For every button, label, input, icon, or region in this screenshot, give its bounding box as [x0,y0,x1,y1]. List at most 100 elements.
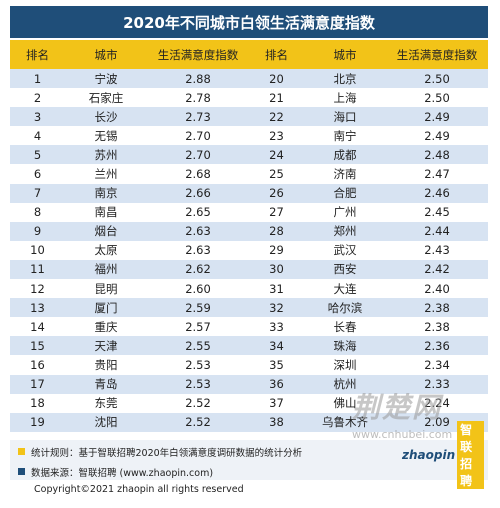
city-cell: 天津 [65,336,147,356]
table-row: 3 长沙 2.73 22 海口 2.49 [10,107,488,127]
index-cell: 2.44 [386,221,488,241]
table-row: 8 南昌 2.65 27 广州 2.45 [10,202,488,222]
rank-cell: 25 [249,164,304,184]
rank-cell: 18 [10,393,65,413]
index-cell: 2.49 [386,107,488,127]
rank-cell: 2 [10,88,65,108]
index-cell: 2.48 [386,145,488,165]
page-title: 2020年不同城市白领生活满意度指数 [10,6,488,38]
rank-cell: 14 [10,317,65,337]
rank-cell: 31 [249,279,304,299]
rank-cell: 9 [10,221,65,241]
rank-cell: 7 [10,183,65,203]
index-cell: 2.78 [147,88,249,108]
ranking-table: 排名 城市 生活满意度指数 排名 城市 生活满意度指数 1 宁波 2.88 20 北京 2… [10,40,488,432]
rank-cell: 1 [10,69,65,89]
index-cell: 2.52 [147,412,249,432]
table-row: 5 苏州 2.70 24 成都 2.48 [10,145,488,165]
city-cell: 佛山 [304,393,386,413]
city-cell: 无锡 [65,126,147,146]
index-cell: 2.46 [386,183,488,203]
city-cell: 济南 [304,164,386,184]
city-cell: 东莞 [65,393,147,413]
rank-cell: 4 [10,126,65,146]
column-header-city: 城市 [304,40,386,69]
index-cell: 2.50 [386,69,488,89]
index-cell: 2.50 [386,88,488,108]
city-cell: 宁波 [65,69,147,89]
column-header-city: 城市 [65,40,147,69]
table-row: 14 重庆 2.57 33 长春 2.38 [10,317,488,337]
rank-cell: 32 [249,298,304,318]
table-row: 10 太原 2.63 29 武汉 2.43 [10,240,488,260]
city-cell: 成都 [304,145,386,165]
brand-logo: zhaopin 智联招聘 [402,421,484,489]
note-source-text: 数据来源：智联招聘 (www.zhaopin.com) [31,467,214,479]
index-cell: 2.62 [147,259,249,280]
index-cell: 2.42 [386,259,488,280]
note-rule: 统计规则：基于智联招聘2020年白领满意度调研数据的统计分析 [10,443,488,460]
column-header-index: 生活满意度指数 [386,40,488,69]
rank-cell: 33 [249,317,304,337]
table-row: 7 南京 2.66 26 合肥 2.46 [10,183,488,203]
index-cell: 2.65 [147,202,249,222]
table-row: 6 兰州 2.68 25 济南 2.47 [10,164,488,184]
rank-cell: 13 [10,298,65,318]
index-cell: 2.45 [386,202,488,222]
rank-cell: 19 [10,412,65,432]
city-cell: 南宁 [304,126,386,146]
city-cell: 长春 [304,317,386,337]
rank-cell: 5 [10,145,65,165]
city-cell: 石家庄 [65,88,147,108]
index-cell: 2.55 [147,336,249,356]
index-cell: 2.60 [147,279,249,299]
brand-logo-text: zhaopin [402,448,456,462]
index-cell: 2.53 [147,374,249,394]
table-row: 15 天津 2.55 34 珠海 2.36 [10,336,488,356]
city-cell: 太原 [65,240,147,260]
city-cell: 青岛 [65,374,147,394]
rank-cell: 34 [249,336,304,356]
index-cell: 2.68 [147,164,249,184]
blue-square-icon [18,468,25,475]
brand-logo-chip: 智联招聘 [457,421,484,489]
index-cell: 2.24 [386,393,488,413]
rank-cell: 35 [249,355,304,375]
city-cell: 上海 [304,88,386,108]
rank-cell: 8 [10,202,65,222]
table-row: 12 昆明 2.60 31 大连 2.40 [10,279,488,299]
rank-cell: 3 [10,107,65,127]
city-cell: 贵阳 [65,355,147,375]
index-cell: 2.53 [147,355,249,375]
column-header-rank: 排名 [249,40,304,69]
city-cell: 厦门 [65,298,147,318]
index-cell: 2.36 [386,336,488,356]
column-header-rank: 排名 [10,40,65,69]
notes-panel: 统计规则：基于智联招聘2020年白领满意度调研数据的统计分析 数据来源：智联招聘… [10,440,488,480]
city-cell: 杭州 [304,374,386,394]
city-cell: 合肥 [304,183,386,203]
rank-cell: 20 [249,69,304,89]
rank-cell: 16 [10,355,65,375]
column-header-index: 生活满意度指数 [147,40,249,69]
rank-cell: 10 [10,240,65,260]
index-cell: 2.59 [147,298,249,318]
city-cell: 南京 [65,183,147,203]
city-cell: 烟台 [65,221,147,241]
city-cell: 北京 [304,69,386,89]
index-cell: 2.38 [386,298,488,318]
city-cell: 乌鲁木齐 [304,412,386,432]
rank-cell: 6 [10,164,65,184]
rank-cell: 37 [249,393,304,413]
rank-cell: 17 [10,374,65,394]
note-source: 数据来源：智联招聘 (www.zhaopin.com) [10,463,488,480]
index-cell: 2.47 [386,164,488,184]
city-cell: 广州 [304,202,386,222]
index-cell: 2.70 [147,126,249,146]
table-row: 4 无锡 2.70 23 南宁 2.49 [10,126,488,146]
city-cell: 重庆 [65,317,147,337]
index-cell: 2.49 [386,126,488,146]
rank-cell: 26 [249,183,304,203]
index-cell: 2.70 [147,145,249,165]
rank-cell: 23 [249,126,304,146]
